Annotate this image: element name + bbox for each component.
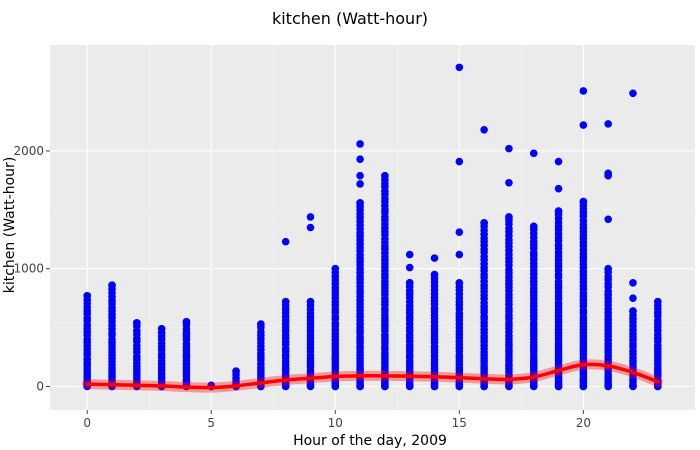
data-point bbox=[505, 213, 513, 221]
x-tick-label: 0 bbox=[83, 416, 91, 430]
data-point bbox=[257, 320, 265, 328]
data-point bbox=[554, 184, 563, 193]
data-point bbox=[529, 149, 538, 158]
y-tick-label: 0 bbox=[36, 379, 44, 393]
data-point bbox=[157, 324, 166, 333]
data-point bbox=[604, 120, 612, 128]
data-point bbox=[480, 125, 488, 134]
data-point bbox=[604, 169, 612, 178]
data-point bbox=[281, 237, 290, 246]
data-point bbox=[356, 382, 364, 391]
data-point bbox=[281, 382, 290, 391]
data-point bbox=[505, 382, 513, 391]
trend-line bbox=[82, 359, 663, 393]
data-point bbox=[653, 297, 662, 306]
data-point bbox=[629, 294, 637, 302]
data-point bbox=[505, 178, 513, 187]
x-tick-label: 5 bbox=[207, 416, 215, 430]
data-point bbox=[554, 207, 563, 215]
y-tick-label: 1000 bbox=[13, 262, 44, 276]
data-point bbox=[554, 382, 563, 391]
data-point bbox=[232, 367, 240, 375]
data-point bbox=[405, 263, 414, 272]
data-point bbox=[405, 279, 414, 287]
data-point bbox=[356, 140, 364, 148]
x-axis-label: Hour of the day, 2009 bbox=[293, 433, 447, 449]
data-point bbox=[629, 279, 637, 287]
data-point bbox=[356, 171, 364, 180]
data-point bbox=[331, 382, 340, 391]
data-point bbox=[455, 382, 464, 391]
data-point bbox=[356, 198, 364, 207]
x-tick-label: 15 bbox=[452, 416, 467, 430]
data-point bbox=[480, 382, 488, 391]
data-point bbox=[604, 382, 612, 391]
data-point bbox=[653, 382, 662, 391]
data-point bbox=[579, 121, 588, 129]
data-point bbox=[182, 317, 191, 326]
data-point bbox=[108, 281, 116, 289]
data-point bbox=[554, 157, 563, 166]
data-point bbox=[455, 279, 464, 287]
chart-title: kitchen (Watt-hour) bbox=[272, 9, 428, 28]
data-point bbox=[133, 319, 141, 327]
data-point bbox=[604, 264, 612, 273]
x-axis-ticks: 0 5 10 15 20 bbox=[83, 410, 591, 430]
data-point bbox=[281, 297, 290, 306]
data-point bbox=[529, 222, 538, 231]
data-point bbox=[579, 197, 588, 206]
data-point bbox=[505, 144, 513, 153]
data-point bbox=[306, 213, 315, 221]
data-point bbox=[306, 223, 315, 232]
data-point bbox=[356, 180, 364, 188]
data-point bbox=[381, 382, 389, 391]
data-point bbox=[83, 291, 92, 300]
plot-panel bbox=[50, 45, 695, 410]
x-tick-label: 20 bbox=[576, 416, 591, 430]
data-point bbox=[629, 382, 637, 391]
data-point bbox=[405, 250, 414, 259]
data-point bbox=[455, 157, 464, 166]
x-tick-label: 10 bbox=[328, 416, 343, 430]
data-point bbox=[629, 89, 637, 98]
data-point bbox=[455, 250, 464, 259]
data-point bbox=[529, 382, 538, 391]
data-point bbox=[480, 218, 488, 227]
data-point bbox=[430, 270, 439, 279]
data-point bbox=[579, 382, 588, 391]
data-point bbox=[306, 297, 315, 306]
y-axis-label: kitchen (Watt-hour) bbox=[2, 157, 18, 294]
data-point bbox=[356, 155, 364, 164]
data-point bbox=[430, 254, 439, 262]
data-point bbox=[306, 382, 315, 391]
data-point bbox=[455, 228, 464, 237]
data-point bbox=[430, 382, 439, 391]
data-point bbox=[604, 215, 612, 224]
y-axis-ticks: 0 1000 2000 bbox=[13, 144, 50, 393]
data-point bbox=[455, 63, 464, 72]
data-point bbox=[579, 87, 588, 95]
scatter-points bbox=[83, 63, 662, 391]
data-point bbox=[405, 382, 414, 391]
data-point bbox=[182, 330, 191, 339]
data-point bbox=[331, 264, 340, 273]
y-tick-label: 2000 bbox=[13, 144, 44, 158]
data-point bbox=[629, 307, 637, 315]
data-point bbox=[381, 171, 389, 180]
trend-line-path bbox=[85, 362, 660, 390]
